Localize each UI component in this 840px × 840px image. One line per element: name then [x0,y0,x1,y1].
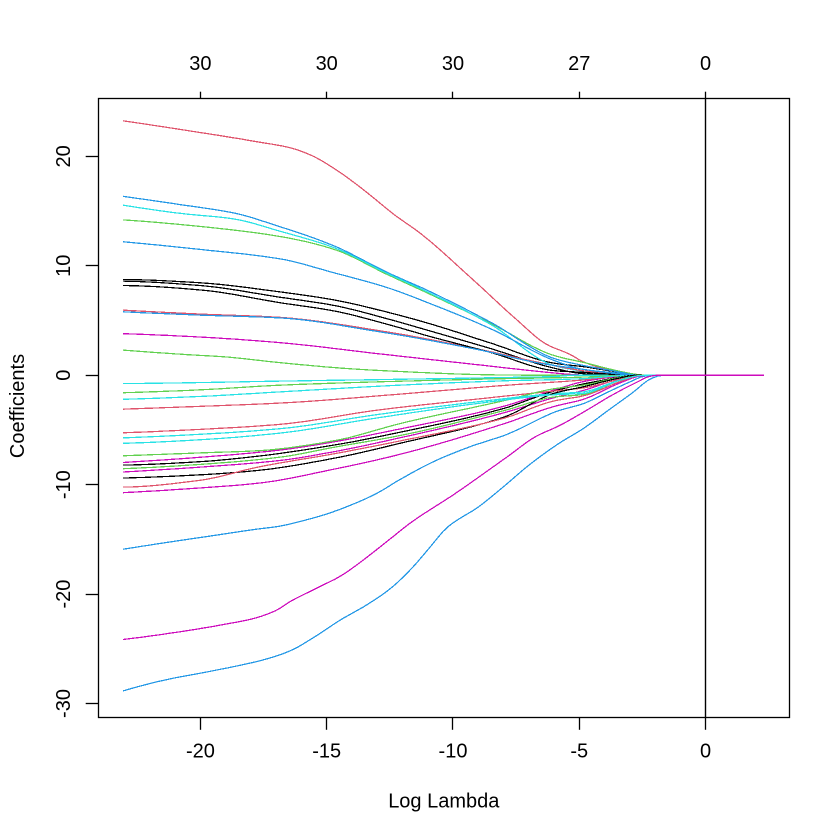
svg-text:-5: -5 [570,740,588,762]
svg-text:30: 30 [189,53,211,75]
svg-text:0: 0 [700,53,711,75]
svg-text:-10: -10 [439,740,468,762]
svg-text:-30: -30 [53,689,75,718]
svg-text:27: 27 [568,53,590,75]
svg-text:-15: -15 [312,740,341,762]
svg-text:-10: -10 [53,470,75,499]
svg-text:10: 10 [53,255,75,277]
svg-text:30: 30 [316,53,338,75]
svg-text:0: 0 [53,370,75,381]
svg-text:Log Lambda: Log Lambda [388,791,500,813]
svg-text:30: 30 [442,53,464,75]
svg-text:-20: -20 [186,740,215,762]
svg-text:-20: -20 [53,580,75,609]
svg-text:Coefficients: Coefficients [7,354,29,458]
svg-text:0: 0 [700,740,711,762]
svg-text:20: 20 [53,145,75,167]
